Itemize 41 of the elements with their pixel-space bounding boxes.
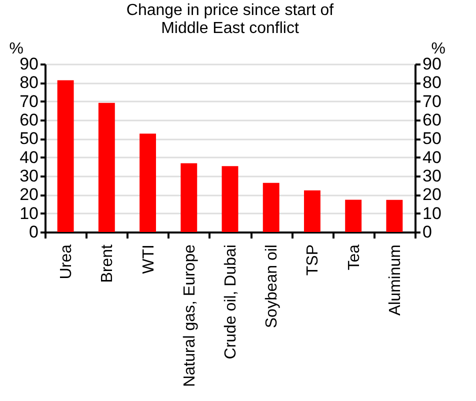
bar bbox=[57, 80, 74, 232]
y-tick-label: 30 bbox=[20, 166, 38, 186]
y-tick-label: 50 bbox=[20, 129, 38, 148]
y2-tick-label: 40 bbox=[422, 148, 442, 167]
y-axis-title: % bbox=[9, 40, 24, 58]
y2-tick-label: 30 bbox=[422, 166, 442, 186]
y2-tick-label: 80 bbox=[422, 73, 442, 92]
x-tick-label: TSP bbox=[304, 244, 322, 276]
y-tick-label: 20 bbox=[20, 185, 38, 204]
x-tick-label: WTI bbox=[140, 244, 158, 274]
y-tick-label: 0 bbox=[29, 222, 38, 242]
y-tick-label: 80 bbox=[20, 73, 38, 92]
bar bbox=[262, 182, 280, 232]
y2-tick-label: 20 bbox=[422, 185, 442, 204]
x-tick-label: Natural gas, Europe bbox=[181, 244, 198, 387]
y2-tick-label: 60 bbox=[422, 110, 442, 130]
bar bbox=[180, 163, 198, 232]
bar bbox=[140, 134, 156, 232]
y-tick-label: 40 bbox=[20, 148, 38, 167]
y2-tick-label: 50 bbox=[422, 129, 442, 148]
y2-tick-label: 0 bbox=[422, 222, 432, 242]
x-tick-label: Brent bbox=[99, 244, 116, 283]
bar bbox=[345, 200, 362, 232]
x-tick-label: Soybean oil bbox=[264, 244, 281, 328]
y2-tick-label: 70 bbox=[422, 92, 442, 111]
x-tick-label: Tea bbox=[346, 244, 363, 270]
y-tick-label: 10 bbox=[20, 204, 38, 223]
bar bbox=[304, 190, 320, 232]
y2-tick-label: 90 bbox=[422, 54, 442, 74]
y-tick-label: 70 bbox=[20, 92, 38, 111]
x-tick-label: Aluminum bbox=[386, 244, 404, 316]
chart-title: Change in price since start of Middle East conflict bbox=[126, 2, 334, 37]
bar bbox=[98, 102, 115, 232]
bar bbox=[386, 200, 403, 232]
y-tick-label: 60 bbox=[20, 110, 38, 130]
bar bbox=[222, 166, 238, 232]
y2-axis-title: % bbox=[431, 40, 446, 58]
x-tick-label: Crude oil, Dubai bbox=[222, 244, 240, 360]
x-tick-label: Urea bbox=[58, 244, 76, 280]
y2-tick-label: 10 bbox=[422, 204, 442, 223]
y-tick-label: 90 bbox=[20, 54, 38, 74]
